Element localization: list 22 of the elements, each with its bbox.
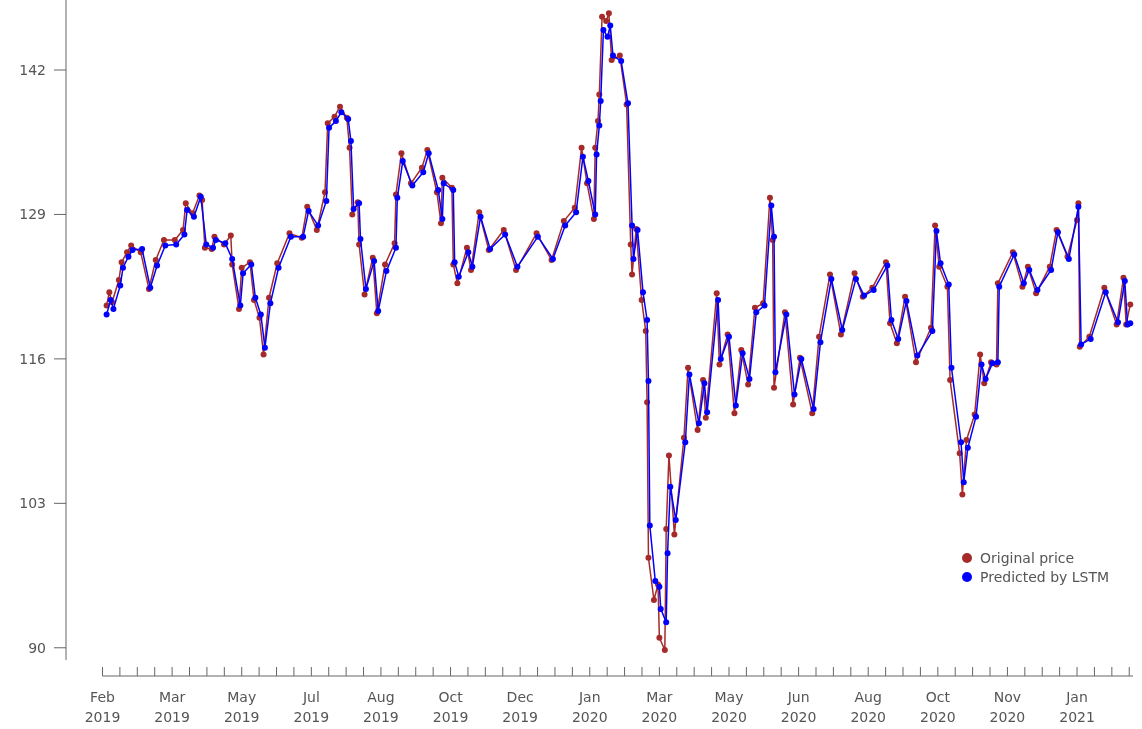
x-tick-label: Aug 2020 — [850, 689, 887, 725]
x-tick-label: Jan 2020 — [571, 689, 608, 725]
x-tick-label: Oct 2019 — [432, 689, 469, 725]
legend-label: Predicted by LSTM — [980, 569, 1110, 585]
x-tick-label: Dec 2019 — [502, 689, 538, 725]
y-tick-label: 116 — [19, 350, 47, 367]
x-tick-label: Jun 2020 — [780, 689, 817, 725]
x-tick-label: May 2020 — [711, 689, 747, 725]
x-tick-label: Nov 2020 — [989, 689, 1026, 725]
x-tick-label: Aug 2019 — [363, 689, 399, 725]
x-tick-label: Jul 2019 — [293, 689, 330, 725]
legend-label: Original price — [980, 550, 1075, 566]
x-tick-label: Mar 2019 — [154, 689, 190, 725]
y-tick-label: 142 — [19, 62, 46, 78]
y-tick-label: 103 — [19, 495, 46, 512]
y-tick-label: 129 — [19, 206, 46, 223]
x-tick-label: May 2019 — [223, 689, 260, 725]
x-tick-label: Mar 2020 — [641, 689, 678, 725]
x-tick-label: Jan 2021 — [1059, 689, 1095, 725]
y-tick-label: 90 — [28, 639, 46, 656]
x-tick-label: Feb 2019 — [84, 689, 121, 725]
x-tick-label: Oct 2020 — [920, 689, 956, 725]
